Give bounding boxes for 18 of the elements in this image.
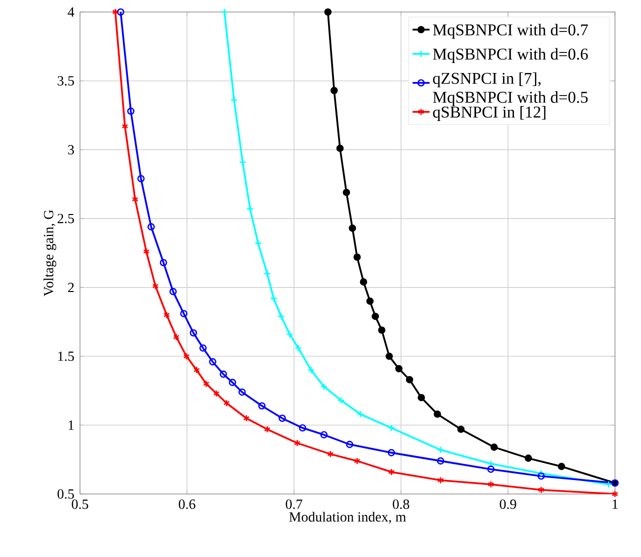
legend-label: qSBNPCI in [12] (433, 106, 546, 121)
x-axis-title: Modulation index, m (289, 512, 406, 524)
x-tick-label: 0.6 (178, 500, 196, 509)
x-tick-label: 0.9 (500, 500, 516, 509)
y-tick-label: 3.5 (58, 76, 74, 86)
y-tick-label: 3 (68, 145, 74, 154)
y-tick-label: 0.5 (58, 489, 74, 499)
y-tick-label: 1 (68, 420, 74, 430)
y-tick-label: 2 (68, 282, 74, 292)
x-tick-label: 0.8 (392, 500, 410, 509)
x-tick-label: 0.7 (286, 500, 302, 509)
y-tick-label: 2.5 (58, 214, 74, 224)
legend-label: MqSBNPCI with d=0.6 (432, 48, 588, 64)
y-tick-label: 1.5 (58, 352, 74, 361)
y-tick-label: 4 (68, 7, 74, 17)
y-axis-title: Voltage gain, G (44, 210, 56, 296)
x-tick-label: 1 (612, 500, 618, 509)
legend-label: MqSBNPCI with d=0.7 (432, 24, 588, 39)
